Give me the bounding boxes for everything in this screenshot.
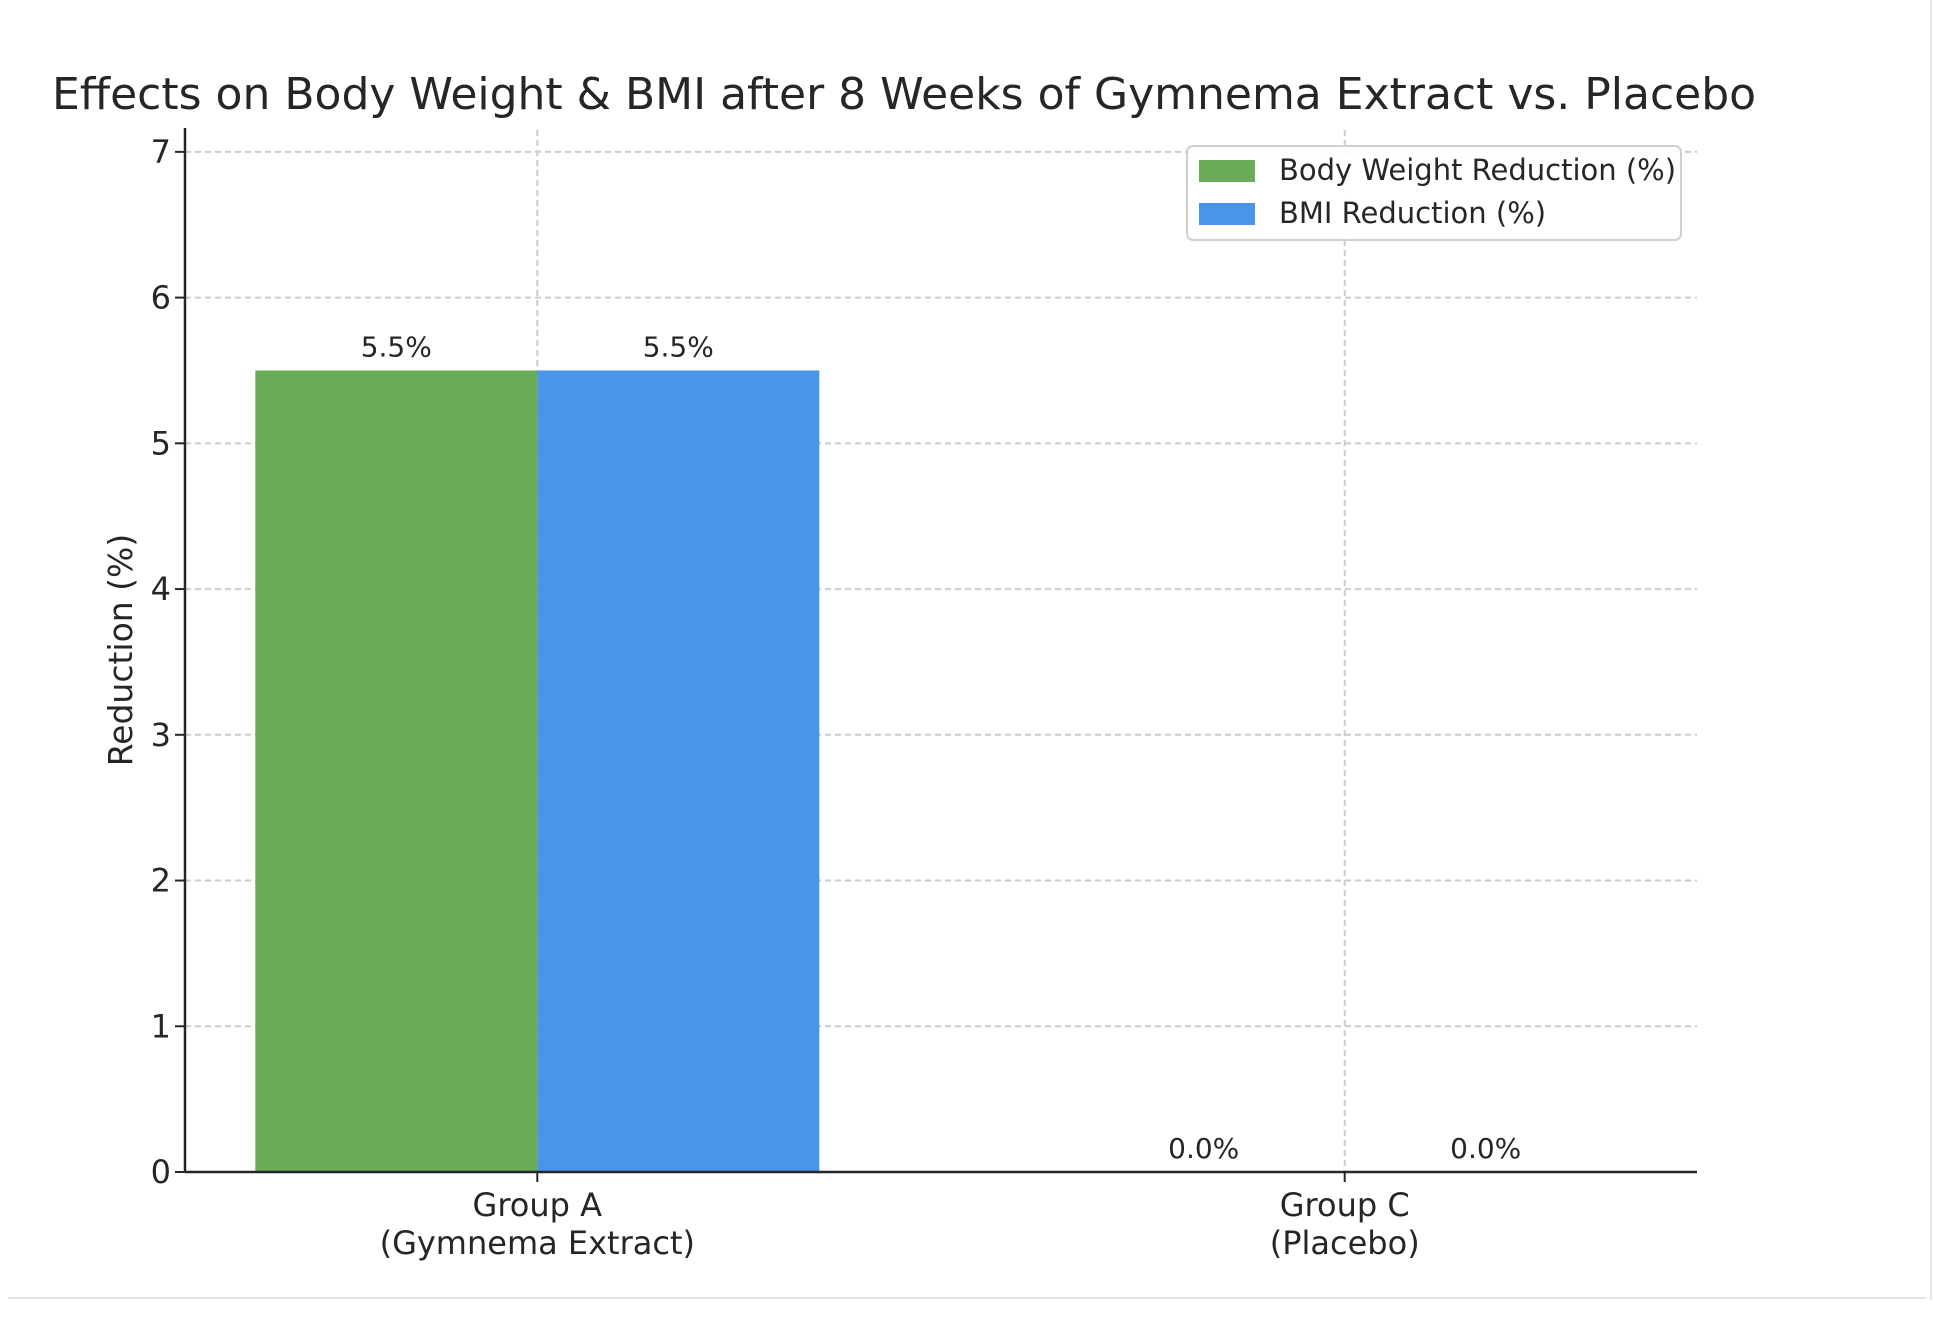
data-label: 0.0% [1450, 1132, 1521, 1165]
legend-box [1186, 145, 1682, 241]
legend-swatch [1199, 160, 1255, 182]
legend-swatch [1199, 203, 1255, 225]
y-axis-label: Reduction (%) [101, 534, 140, 767]
y-tick-label: 2 [151, 862, 171, 900]
legend: Body Weight Reduction (%) BMI Reduction (… [1186, 145, 1682, 241]
y-tick-label: 1 [151, 1007, 171, 1045]
y-tick-label: 3 [151, 716, 171, 754]
data-label: 0.0% [1168, 1132, 1239, 1165]
data-label: 5.5% [643, 330, 714, 363]
y-tick-label: 5 [151, 424, 171, 462]
chart-title: Effects on Body Weight & BMI after 8 Wee… [52, 69, 1756, 120]
y-tick-label: 4 [151, 570, 171, 608]
bars [255, 370, 820, 1172]
frame-bottom-divider [8, 1297, 1926, 1299]
frame-right-divider [1930, 0, 1932, 1300]
x-tick-label: Group A (Gymnema Extract) [380, 1186, 695, 1262]
bar [537, 370, 820, 1172]
axes: 0 1 2 3 4 5 6 7 Group A (Gymnema Extract) Group C(… [151, 128, 1697, 1262]
bar [255, 370, 538, 1172]
legend-label: Body Weight Reduction (%) [1279, 153, 1676, 187]
legend-label: BMI Reduction (%) [1279, 196, 1546, 230]
data-label: 5.5% [361, 330, 432, 363]
y-tick-label: 6 [151, 279, 171, 317]
y-tick-label: 7 [151, 133, 171, 171]
y-tick-label: 0 [151, 1153, 171, 1191]
x-tick-label: Group C (Placebo) [1270, 1186, 1420, 1262]
data-labels: 5.5% 5.5% 0.0% 0.0% [361, 330, 1522, 1165]
